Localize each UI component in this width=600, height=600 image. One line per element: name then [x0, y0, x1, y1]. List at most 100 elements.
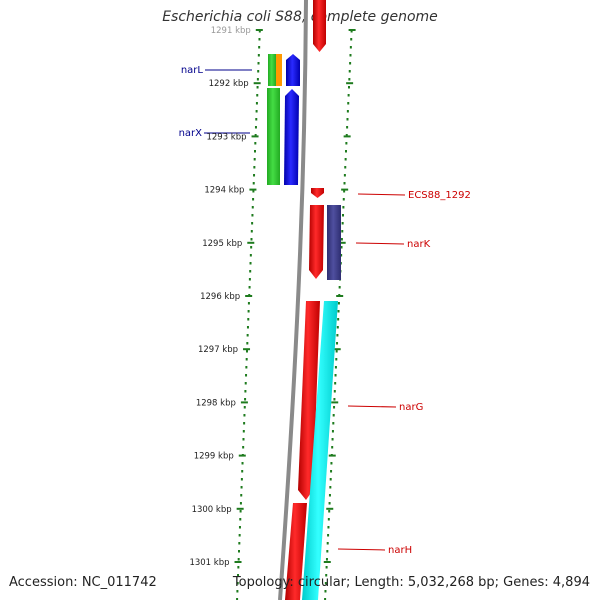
tick-dot — [246, 334, 249, 337]
tick-dot — [242, 446, 245, 449]
tick-dot — [349, 46, 352, 49]
tick-dot — [345, 142, 348, 145]
gene-narK-purple — [327, 205, 341, 280]
tick-dot — [253, 174, 256, 177]
ruler-tick-labels: 1291 kbp 1292 kbp 1293 kbp 1294 kbp 1295 kbp… — [189, 26, 250, 568]
tick-dot — [332, 422, 335, 425]
tick-dot — [247, 318, 250, 321]
tick-label: 1297 kbp — [198, 345, 238, 355]
major-tick-right — [338, 241, 346, 244]
tick-label: 1301 kbp — [189, 558, 229, 568]
tick-dot — [346, 118, 349, 121]
tick-dot — [325, 566, 328, 569]
tick-dot — [327, 534, 330, 537]
tick-dot — [236, 582, 239, 585]
tick-dot — [349, 54, 352, 57]
gene-label-narX: narX — [179, 128, 203, 139]
gene-narG — [298, 301, 320, 500]
tick-dot — [255, 102, 258, 105]
tick-dot — [343, 174, 346, 177]
tick-dot — [346, 126, 349, 129]
tick-dot — [248, 286, 251, 289]
tick-dot — [237, 566, 240, 569]
tick-dot — [325, 558, 328, 561]
tick-dot — [254, 150, 256, 153]
tick-dot — [337, 302, 340, 305]
tick-dot — [251, 214, 254, 217]
tick-dot — [248, 278, 251, 281]
genome-summary-text: Topology: circular; Length: 5,032,268 bp… — [232, 575, 590, 590]
major-tick-left — [251, 135, 259, 138]
tick-dot — [253, 158, 256, 161]
tick-dot — [336, 334, 339, 337]
tick-dot — [331, 438, 334, 441]
gene-narH — [285, 503, 307, 600]
tick-dot — [343, 182, 346, 185]
gene-label-narH: narH — [388, 545, 412, 556]
gene-narX-blue — [284, 89, 299, 185]
major-tick-left — [243, 348, 251, 351]
major-tick-right — [326, 507, 334, 510]
tick-dot — [255, 118, 258, 121]
gene-narX-green — [267, 88, 280, 185]
tick-dot — [328, 502, 331, 505]
label-leader-line — [337, 548, 386, 551]
major-tick-right — [336, 295, 344, 297]
tick-dot — [240, 486, 243, 489]
tick-dot — [258, 30, 261, 33]
right-gene-labels: ECS88_1292 narK narG narH — [337, 190, 471, 556]
tick-dot — [342, 206, 345, 209]
major-tick-left — [238, 454, 246, 457]
tick-dot — [347, 86, 350, 89]
gene-cyan — [302, 301, 338, 600]
tick-dot — [337, 318, 340, 321]
tick-dot — [327, 526, 330, 529]
tick-dot — [336, 326, 339, 329]
tick-dot — [243, 422, 246, 425]
tick-dot — [239, 518, 242, 521]
tick-dot — [258, 46, 261, 49]
tick-dot — [330, 470, 333, 473]
tick-dot — [254, 126, 257, 129]
major-tick-right — [331, 401, 339, 404]
tick-dot — [258, 38, 261, 41]
tick-dot — [340, 238, 343, 241]
major-tick-left — [240, 401, 248, 404]
tick-dot — [324, 598, 327, 600]
tick-dot — [252, 198, 255, 201]
tick-dot — [250, 238, 253, 241]
tick-dot — [340, 246, 343, 249]
tick-dot — [334, 366, 337, 369]
tick-dot — [244, 382, 247, 385]
tick-dot — [256, 86, 259, 89]
tick-dot — [249, 270, 252, 273]
tick-dot — [326, 542, 329, 545]
tick-dot — [343, 190, 346, 193]
tick-dot — [238, 550, 240, 553]
tick-dot — [256, 94, 259, 97]
tick-dot — [244, 390, 247, 393]
tick-label: 1295 kbp — [202, 239, 242, 249]
tick-dot — [331, 430, 334, 433]
tick-dot — [348, 78, 351, 81]
tick-label: 1291 kbp — [211, 26, 251, 36]
tick-dot — [326, 550, 329, 553]
tick-dot — [238, 534, 241, 537]
tick-dot — [245, 366, 248, 369]
left-tick-track — [234, 29, 263, 600]
tick-dot — [257, 70, 260, 73]
tick-dot — [333, 406, 336, 409]
tick-dot — [347, 102, 350, 105]
tick-dot — [334, 374, 337, 377]
tick-dot — [245, 358, 248, 361]
tick-dot — [239, 502, 242, 505]
tick-label: 1298 kbp — [196, 398, 236, 408]
tick-dot — [252, 182, 255, 185]
tick-dot — [236, 598, 239, 600]
tick-dot — [240, 494, 243, 497]
tick-dot — [330, 462, 333, 465]
tick-dot — [256, 78, 259, 81]
tick-dot — [348, 70, 351, 73]
tick-dot — [335, 350, 338, 353]
tick-dot — [342, 214, 345, 217]
